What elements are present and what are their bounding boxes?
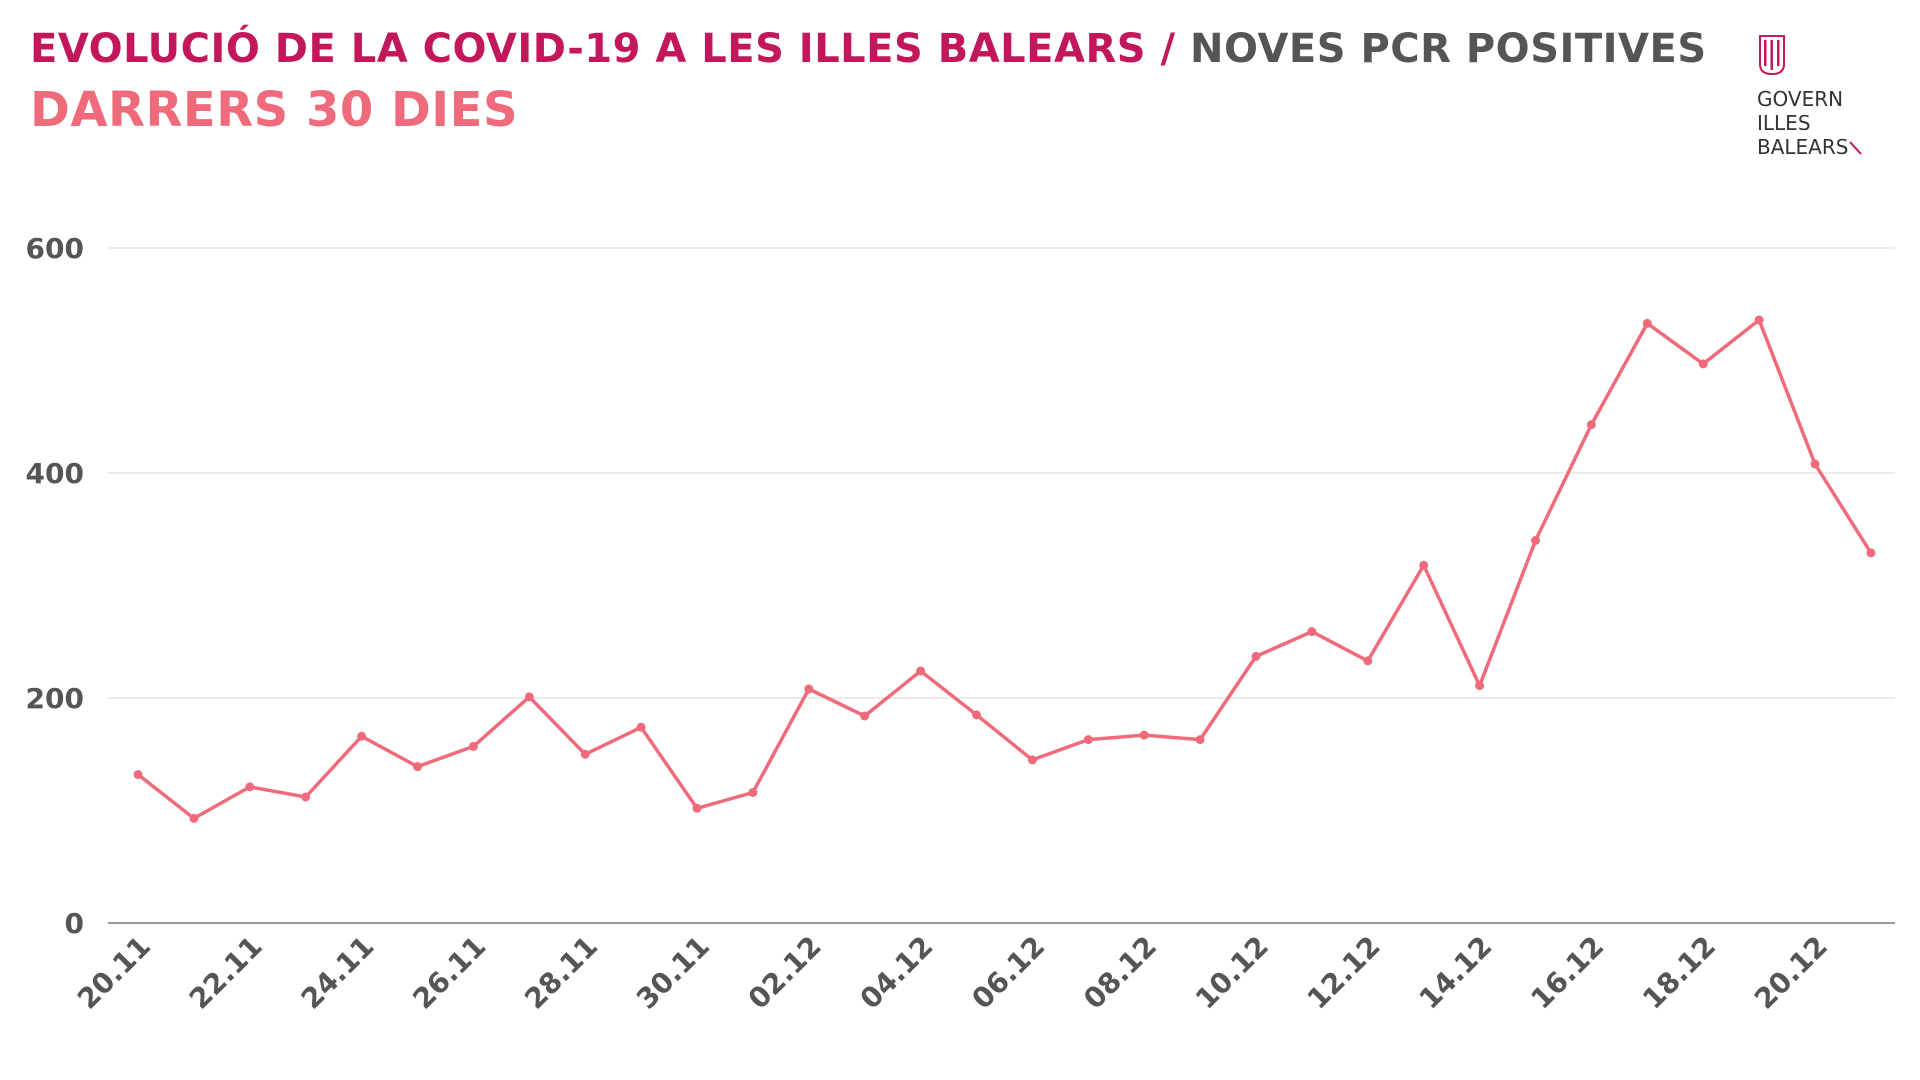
y-tick-label: 400 (26, 457, 84, 490)
x-tick-label: 28.11 (518, 930, 604, 1016)
data-point (580, 749, 590, 759)
data-point (1475, 681, 1485, 691)
title-separator: / (1160, 26, 1176, 72)
x-tick-label: 20.11 (71, 930, 157, 1016)
x-tick-labels: 20.11 22.11 24.11 26.11 28.11 30.11 02.12 04.12… (71, 930, 1834, 1016)
x-tick-label: 04.12 (854, 930, 940, 1016)
data-point (1251, 651, 1261, 661)
y-tick-label: 200 (26, 682, 84, 715)
data-point (413, 762, 422, 772)
data-point (1866, 548, 1876, 558)
series-pcr-positives (133, 315, 1876, 823)
govern-coat-of-arms-icon (1759, 35, 1785, 76)
data-point (524, 692, 534, 702)
grid-lines (108, 247, 1895, 699)
data-point (804, 684, 814, 694)
data-point (245, 782, 255, 792)
title-sub: NOVES PCR POSITIVES (1190, 26, 1707, 72)
data-point (748, 788, 758, 797)
data-point (133, 770, 143, 779)
data-point (189, 813, 199, 823)
data-point (1531, 536, 1540, 545)
data-point (1810, 459, 1820, 469)
logo-line-3: BALEARS (1757, 135, 1863, 159)
y-tick-label: 0 (65, 907, 84, 940)
data-point (1307, 627, 1317, 637)
data-point (1139, 730, 1149, 740)
data-point (301, 792, 311, 802)
data-point (1754, 315, 1764, 325)
x-tick-label: 24.11 (295, 930, 381, 1016)
data-point (1195, 735, 1205, 745)
x-tick-label: 08.12 (1077, 930, 1163, 1016)
x-tick-label: 14.12 (1413, 930, 1499, 1016)
data-point (468, 741, 478, 751)
x-tick-label: 18.12 (1636, 930, 1722, 1016)
y-tick-labels: 0 200 400 600 (26, 232, 84, 940)
x-tick-label: 26.11 (406, 930, 492, 1016)
logo-text: GOVERN ILLES BALEARS (1757, 87, 1863, 159)
title-main: EVOLUCIÓ DE LA COVID-19 A LES ILLES BALE… (30, 26, 1147, 72)
data-point (1586, 420, 1596, 430)
data-point (1083, 735, 1093, 745)
x-tick-label: 02.12 (742, 930, 828, 1016)
x-tick-label: 22.11 (183, 930, 269, 1016)
series-line (136, 318, 1873, 821)
data-point (1419, 560, 1429, 570)
x-tick-label: 30.11 (630, 930, 716, 1016)
data-point (1027, 755, 1037, 765)
x-tick-label: 12.12 (1301, 930, 1387, 1016)
data-point (860, 711, 870, 721)
data-point (636, 722, 646, 732)
logo-line-2: ILLES (1757, 111, 1811, 135)
data-point (1642, 318, 1652, 328)
x-tick-label: 16.12 (1524, 930, 1610, 1016)
logo-line-3-text: BALEARS (1757, 135, 1849, 159)
data-point (692, 803, 702, 813)
data-point (1698, 359, 1708, 369)
data-point (916, 666, 926, 676)
x-tick-label: 20.12 (1748, 930, 1834, 1016)
chart-title: EVOLUCIÓ DE LA COVID-19 A LES ILLES BALE… (30, 22, 1707, 76)
data-point (1363, 656, 1373, 666)
x-tick-label: 06.12 (965, 930, 1051, 1016)
logo-line-1: GOVERN (1757, 87, 1844, 111)
x-tick-label: 10.12 (1189, 930, 1275, 1016)
chart-header: EVOLUCIÓ DE LA COVID-19 A LES ILLES BALE… (30, 22, 1707, 140)
chart-subtitle: DARRERS 30 DIES (30, 82, 519, 138)
logo-accent-slash-icon (1849, 141, 1863, 155)
data-point (972, 710, 981, 720)
data-point (357, 731, 367, 741)
y-tick-label: 600 (26, 232, 84, 265)
govern-logo: GOVERN ILLES BALEARS (1757, 30, 1897, 170)
